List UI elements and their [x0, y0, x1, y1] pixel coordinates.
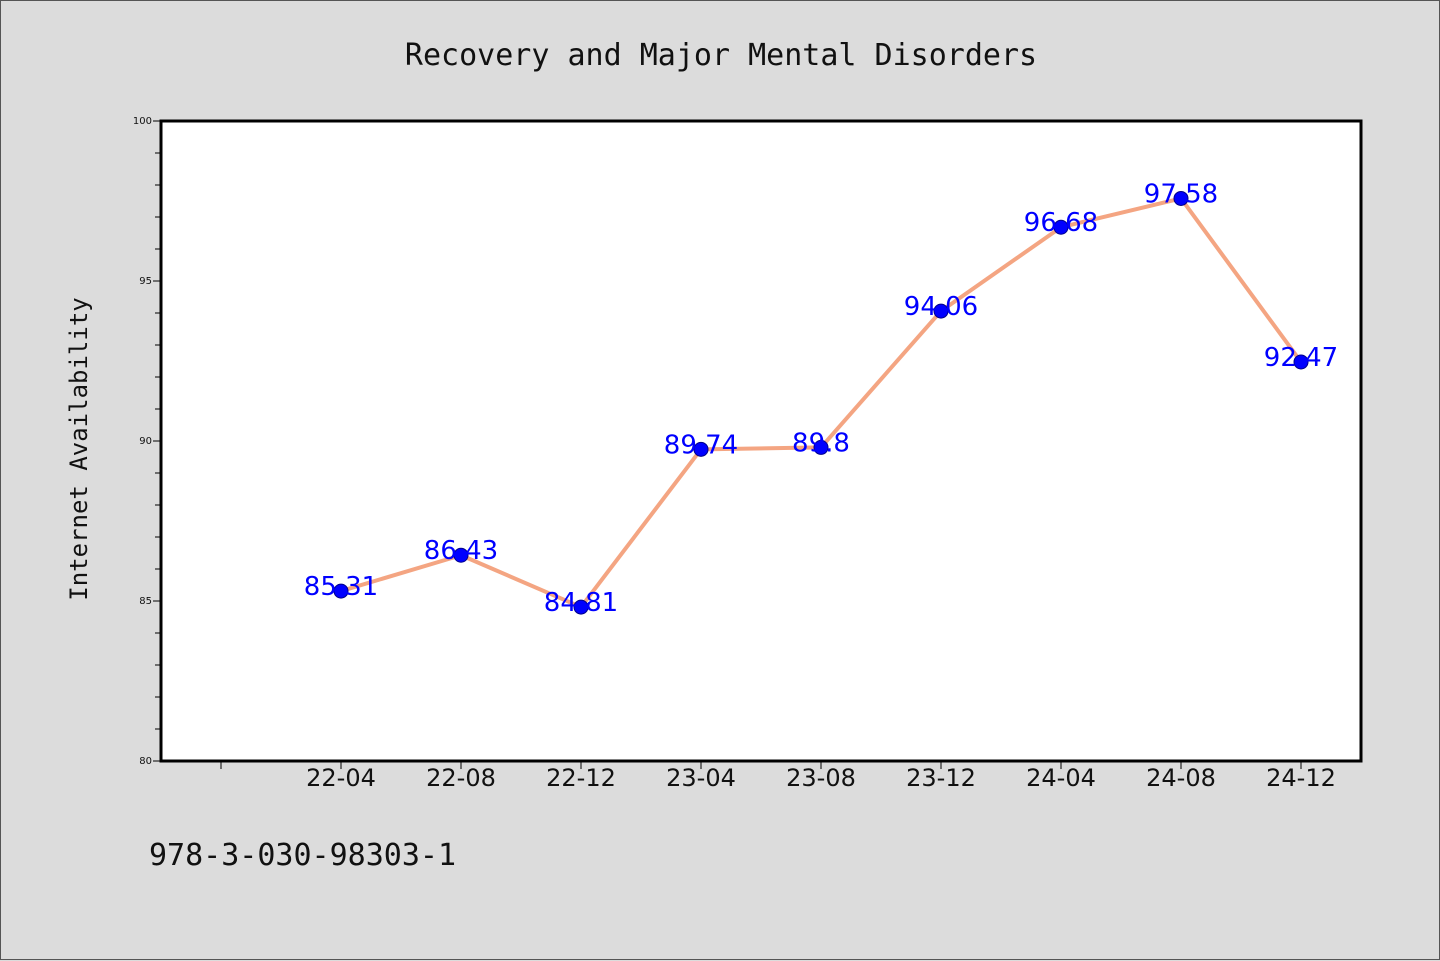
data-point — [453, 547, 469, 563]
x-tick-label: 23-04 — [666, 764, 736, 792]
x-tick-label: 23-12 — [906, 764, 976, 792]
data-label: 84.81 — [544, 588, 618, 618]
data-label: 97.58 — [1144, 179, 1218, 209]
data-point — [1173, 190, 1189, 206]
data-label: 86.43 — [424, 536, 498, 566]
y-tick-label: 80 — [139, 756, 152, 767]
data-point — [1053, 219, 1069, 235]
x-tick-label: 24-04 — [1026, 764, 1096, 792]
data-label: 92.47 — [1264, 343, 1338, 373]
caption-text: 978-3-030-98303-1 — [149, 838, 456, 873]
data-label: 96.68 — [1024, 208, 1098, 238]
y-tick-label: 100 — [133, 116, 152, 127]
plot-border — [159, 119, 1363, 763]
y-tick-label: 90 — [139, 436, 152, 447]
chart-title: Recovery and Major Mental Disorders — [405, 38, 1037, 73]
y-tick-label: 85 — [139, 596, 152, 607]
data-label: 94.06 — [904, 292, 978, 322]
data-point — [1293, 354, 1309, 370]
x-tick-label: 22-04 — [306, 764, 376, 792]
data-point — [813, 439, 829, 455]
data-point — [573, 599, 589, 615]
data-label: 89.74 — [664, 430, 738, 460]
x-tick-label: 22-08 — [426, 764, 496, 792]
x-tick-label: 22-12 — [546, 764, 616, 792]
x-tick-label: 24-12 — [1266, 764, 1336, 792]
y-axis-label: Internet Availability — [65, 297, 93, 600]
x-tick-label: 23-08 — [786, 764, 856, 792]
data-point — [933, 303, 949, 319]
data-label: 89.8 — [792, 428, 850, 458]
data-point — [333, 583, 349, 599]
data-label: 85.31 — [304, 572, 378, 602]
y-tick-label: 95 — [139, 276, 152, 287]
plot-area — [161, 121, 1361, 761]
x-tick-label: 24-08 — [1146, 764, 1216, 792]
data-point — [693, 441, 709, 457]
